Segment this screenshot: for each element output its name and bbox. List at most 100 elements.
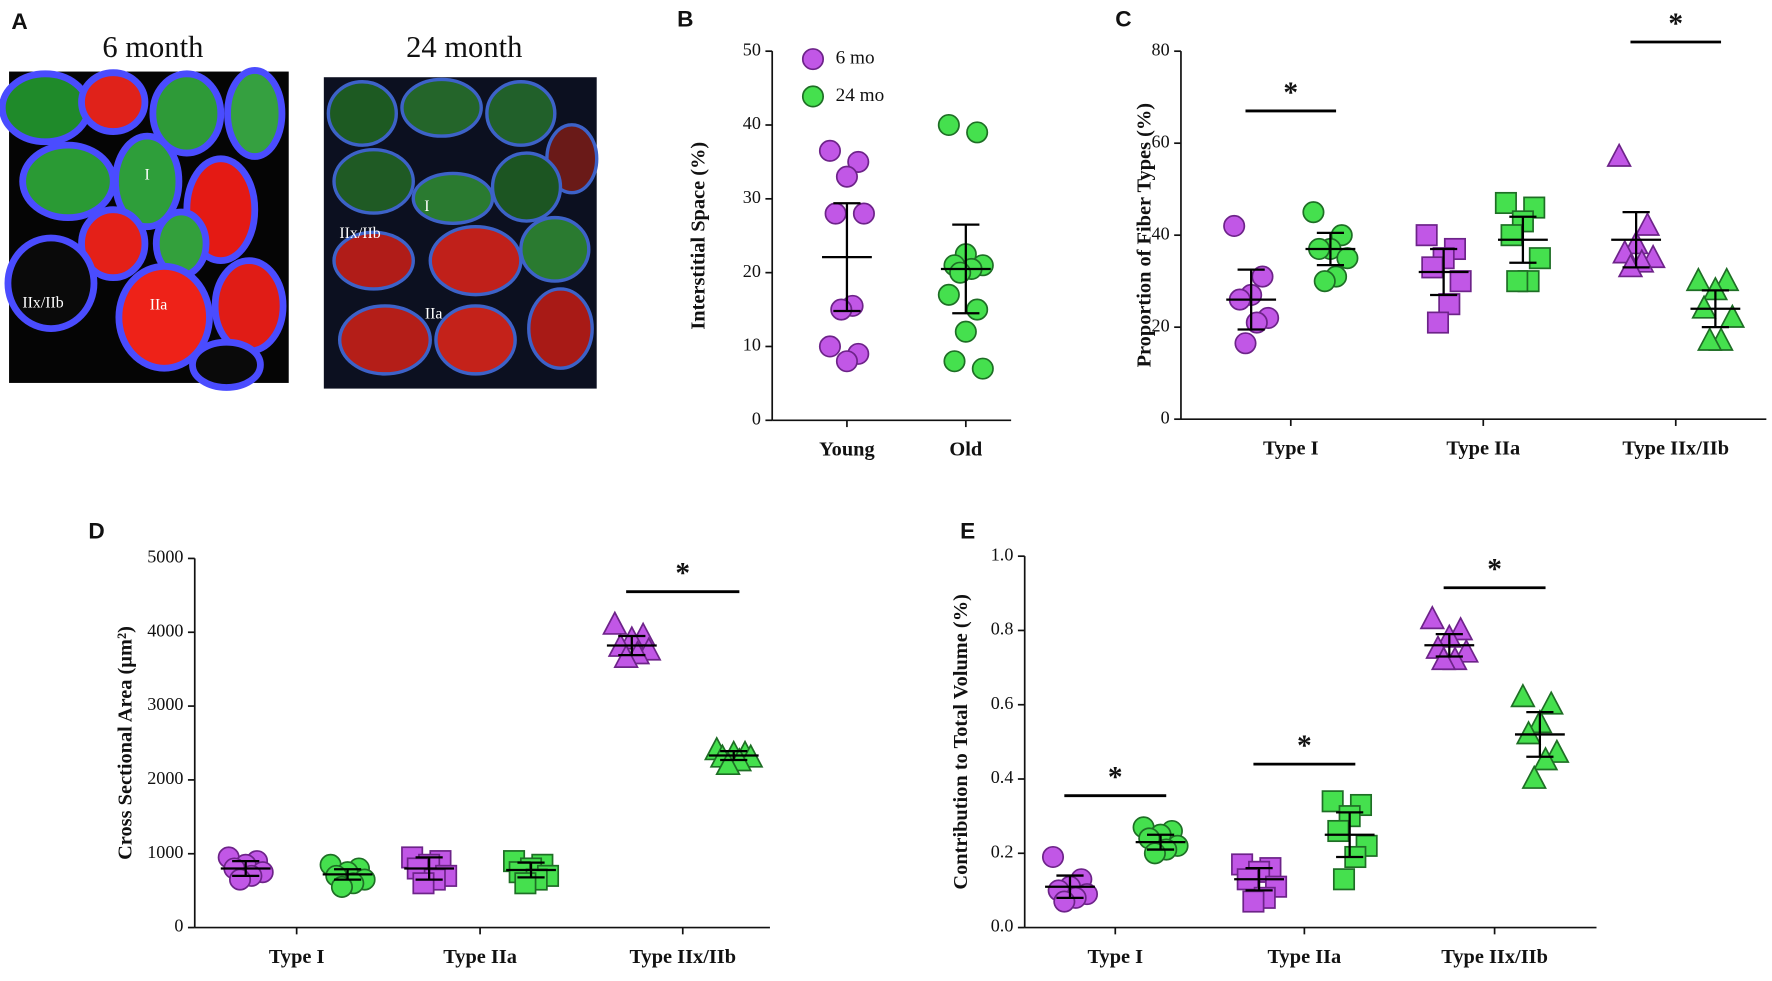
fiber-label: I <box>145 166 150 183</box>
point <box>330 875 353 898</box>
y-tick-label: 80 <box>1152 39 1170 59</box>
point <box>1242 890 1265 913</box>
y-tick-label: 10 <box>743 335 761 355</box>
point <box>971 357 994 380</box>
x-tick-label: Young <box>819 439 875 461</box>
significance-label: * <box>1668 8 1683 40</box>
point <box>966 121 989 144</box>
fiber-label: IIa <box>425 306 443 323</box>
point <box>715 750 741 776</box>
point <box>1696 326 1723 351</box>
panel-letter: D <box>88 518 104 543</box>
point <box>937 113 960 137</box>
y-tick-label: 0 <box>1161 407 1170 427</box>
x-tick-label: Type IIx/IIb <box>1441 946 1548 968</box>
y-tick-label: 1.0 <box>991 544 1014 564</box>
point <box>1430 645 1457 671</box>
point <box>937 283 960 306</box>
point <box>1500 224 1523 247</box>
x-tick-label: Old <box>949 439 983 461</box>
y-tick-label: 0.6 <box>991 693 1014 713</box>
panel-letter: B <box>677 7 693 32</box>
point <box>1515 720 1542 745</box>
y-tick-label: 2000 <box>147 768 183 788</box>
y-tick-label: 0 <box>752 408 761 428</box>
y-axis-label: Cross Sectional Area (µm²) <box>114 626 136 860</box>
y-tick-label: 0 <box>174 916 183 936</box>
significance-label: * <box>1108 762 1123 794</box>
x-tick-label: Type I <box>269 946 325 968</box>
y-tick-label: 30 <box>743 187 761 207</box>
point <box>1634 211 1661 236</box>
point <box>1419 605 1446 630</box>
y-tick-label: 50 <box>743 39 761 59</box>
significance-label: * <box>1297 730 1312 762</box>
legend-label: 24 mo <box>836 85 885 106</box>
point <box>1415 224 1438 247</box>
y-axis-label: Contribution to Total Volume (%) <box>950 594 972 890</box>
point <box>1510 683 1536 708</box>
point <box>824 202 847 225</box>
point <box>613 643 639 669</box>
image-title: 24 month <box>406 30 522 64</box>
y-tick-label: 3000 <box>147 694 183 714</box>
point <box>1327 819 1350 843</box>
x-tick-label: Type I <box>1263 437 1319 459</box>
point <box>1332 868 1356 891</box>
point <box>1532 746 1559 771</box>
point <box>1528 247 1551 270</box>
point <box>949 261 972 284</box>
y-tick-label: 60 <box>1152 131 1170 151</box>
image-title: 6 month <box>102 30 203 64</box>
point <box>1506 270 1529 293</box>
fiber-label: IIa <box>150 297 168 314</box>
point <box>1685 266 1712 292</box>
y-tick-label: 0.0 <box>991 916 1014 936</box>
point <box>1449 270 1472 293</box>
significance-label: * <box>1487 554 1502 586</box>
y-tick-label: 0.2 <box>991 841 1014 861</box>
point <box>1426 311 1450 334</box>
y-tick-label: 0.4 <box>991 767 1014 787</box>
point <box>1302 201 1325 224</box>
point <box>1438 293 1461 316</box>
point <box>1313 270 1336 293</box>
point <box>1143 842 1166 865</box>
point <box>1041 845 1065 869</box>
point <box>835 165 858 188</box>
x-tick-label: Type IIx/IIb <box>629 946 736 968</box>
legend-label: 6 mo <box>836 48 875 69</box>
x-tick-label: Type IIa <box>443 946 517 968</box>
y-tick-label: 40 <box>1152 223 1170 243</box>
y-tick-label: 20 <box>743 261 761 281</box>
point <box>852 202 875 225</box>
point <box>412 872 435 895</box>
y-tick-label: 1000 <box>147 842 183 862</box>
point <box>1234 332 1257 355</box>
y-axis-label: Interstitial Space (%) <box>687 142 709 330</box>
point <box>1521 764 1547 789</box>
panel-letter: E <box>960 518 975 543</box>
y-tick-label: 0.8 <box>991 619 1014 639</box>
fiber-label: IIx/IIb <box>22 294 63 311</box>
legend-marker <box>801 85 825 108</box>
significance-label: * <box>1283 77 1298 109</box>
x-tick-label: Type I <box>1087 946 1143 968</box>
fiber-label: IIx/IIb <box>339 225 380 242</box>
point <box>1421 256 1444 279</box>
point <box>1494 191 1517 215</box>
point <box>1053 890 1076 913</box>
panel-letter: A <box>11 9 27 34</box>
x-tick-label: Type IIx/IIb <box>1622 437 1729 459</box>
panel-letter: C <box>1115 7 1131 32</box>
y-tick-label: 40 <box>743 113 761 133</box>
significance-label: * <box>675 558 690 590</box>
point <box>229 868 252 891</box>
point <box>1538 690 1564 715</box>
y-axis-label: Proportion of Fiber Types (%) <box>1134 103 1156 368</box>
y-tick-label: 20 <box>1152 315 1170 335</box>
point <box>943 350 966 373</box>
point <box>1691 294 1717 319</box>
